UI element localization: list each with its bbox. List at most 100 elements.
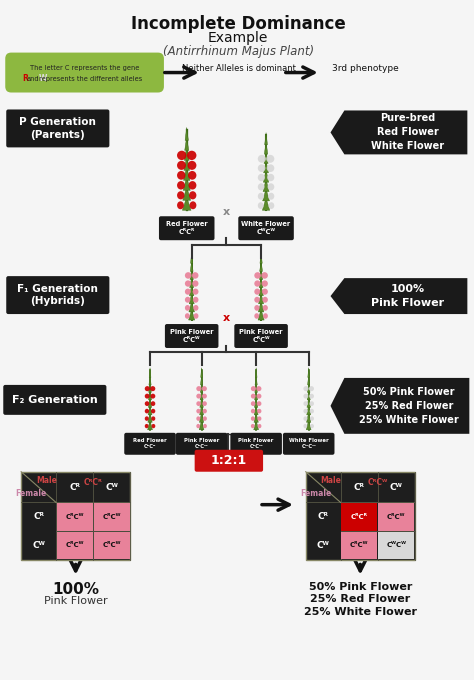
FancyBboxPatch shape xyxy=(159,216,215,240)
Polygon shape xyxy=(185,127,188,140)
Ellipse shape xyxy=(251,401,255,406)
Polygon shape xyxy=(201,383,203,392)
Ellipse shape xyxy=(177,191,184,199)
Ellipse shape xyxy=(185,313,190,319)
Ellipse shape xyxy=(185,280,191,287)
Text: represents the different alleles: represents the different alleles xyxy=(39,75,142,82)
Ellipse shape xyxy=(185,288,191,294)
Ellipse shape xyxy=(268,192,274,200)
Ellipse shape xyxy=(196,386,201,391)
Ellipse shape xyxy=(203,424,207,428)
Polygon shape xyxy=(148,420,153,430)
Text: Example: Example xyxy=(208,31,268,45)
Ellipse shape xyxy=(256,386,262,391)
Polygon shape xyxy=(183,177,190,190)
Polygon shape xyxy=(148,390,152,400)
Ellipse shape xyxy=(177,151,186,160)
FancyBboxPatch shape xyxy=(230,432,282,455)
Text: CᴿCᵂ: CᴿCᵂ xyxy=(65,542,84,548)
Ellipse shape xyxy=(194,313,199,319)
Polygon shape xyxy=(307,413,311,422)
Ellipse shape xyxy=(177,171,185,180)
Text: Cᴿ: Cᴿ xyxy=(318,512,328,522)
Polygon shape xyxy=(190,261,193,271)
Polygon shape xyxy=(308,375,310,385)
FancyBboxPatch shape xyxy=(378,532,414,559)
FancyBboxPatch shape xyxy=(165,324,219,348)
Polygon shape xyxy=(148,398,152,407)
Ellipse shape xyxy=(145,401,149,406)
Polygon shape xyxy=(330,278,467,314)
Ellipse shape xyxy=(177,161,186,170)
FancyBboxPatch shape xyxy=(93,532,130,559)
Ellipse shape xyxy=(263,305,268,311)
Ellipse shape xyxy=(185,272,191,279)
Ellipse shape xyxy=(258,192,264,200)
Polygon shape xyxy=(201,375,203,385)
Polygon shape xyxy=(184,157,190,171)
Text: x: x xyxy=(223,207,230,218)
Ellipse shape xyxy=(268,202,274,209)
Ellipse shape xyxy=(196,409,201,413)
Polygon shape xyxy=(264,152,268,163)
Ellipse shape xyxy=(262,280,268,287)
Text: Cᵂ: Cᵂ xyxy=(317,541,329,549)
Ellipse shape xyxy=(255,305,259,311)
Polygon shape xyxy=(306,420,311,430)
Ellipse shape xyxy=(310,416,314,421)
Polygon shape xyxy=(149,383,151,392)
Polygon shape xyxy=(259,277,263,288)
Text: 25% Red Flower: 25% Red Flower xyxy=(310,594,410,605)
Polygon shape xyxy=(307,383,310,392)
Ellipse shape xyxy=(310,424,314,428)
Ellipse shape xyxy=(309,386,314,391)
Text: CᴿCᵂ: CᴿCᵂ xyxy=(367,478,388,487)
Polygon shape xyxy=(264,133,267,145)
Ellipse shape xyxy=(189,181,196,190)
Polygon shape xyxy=(149,375,151,385)
Polygon shape xyxy=(183,187,191,201)
Polygon shape xyxy=(189,293,194,304)
Text: Male: Male xyxy=(320,476,341,485)
Ellipse shape xyxy=(145,416,149,421)
Polygon shape xyxy=(190,285,194,296)
Ellipse shape xyxy=(196,424,200,428)
Text: Female: Female xyxy=(15,490,46,498)
Ellipse shape xyxy=(310,401,314,406)
Ellipse shape xyxy=(150,394,155,398)
Polygon shape xyxy=(259,269,263,279)
Polygon shape xyxy=(307,405,310,415)
FancyBboxPatch shape xyxy=(234,324,288,348)
Text: White Flower
CᵂCᵂ: White Flower CᵂCᵂ xyxy=(289,438,328,449)
Text: Pink Flower
CᴿCᵂ: Pink Flower CᴿCᵂ xyxy=(239,329,283,343)
Polygon shape xyxy=(191,253,193,263)
Ellipse shape xyxy=(262,296,268,303)
Ellipse shape xyxy=(251,416,255,421)
Ellipse shape xyxy=(255,296,260,303)
Polygon shape xyxy=(264,170,269,182)
Text: 100%
Pink Flower: 100% Pink Flower xyxy=(371,284,445,308)
Polygon shape xyxy=(258,309,264,320)
Ellipse shape xyxy=(151,416,155,421)
Polygon shape xyxy=(308,368,310,377)
Text: Red Flower
CᴿCᴿ: Red Flower CᴿCᴿ xyxy=(166,222,208,235)
Polygon shape xyxy=(200,390,203,400)
Text: CᴿCᵂ: CᴿCᵂ xyxy=(387,513,405,520)
Text: Pink Flower
CᴿCᵂ: Pink Flower CᴿCᵂ xyxy=(184,438,219,449)
FancyBboxPatch shape xyxy=(283,432,335,455)
FancyBboxPatch shape xyxy=(238,216,294,240)
Polygon shape xyxy=(148,413,152,422)
Polygon shape xyxy=(200,405,203,415)
Text: Male: Male xyxy=(36,476,57,485)
Ellipse shape xyxy=(190,201,196,209)
Ellipse shape xyxy=(193,296,199,303)
Polygon shape xyxy=(189,309,195,320)
Polygon shape xyxy=(190,269,193,279)
Polygon shape xyxy=(255,368,257,377)
Text: 100%: 100% xyxy=(52,581,99,596)
Polygon shape xyxy=(190,277,194,288)
Ellipse shape xyxy=(251,409,255,413)
Text: x: x xyxy=(223,313,230,323)
Text: White Flower
CᵂCᵂ: White Flower CᵂCᵂ xyxy=(241,222,291,235)
Text: Cᵂ: Cᵂ xyxy=(32,541,45,549)
